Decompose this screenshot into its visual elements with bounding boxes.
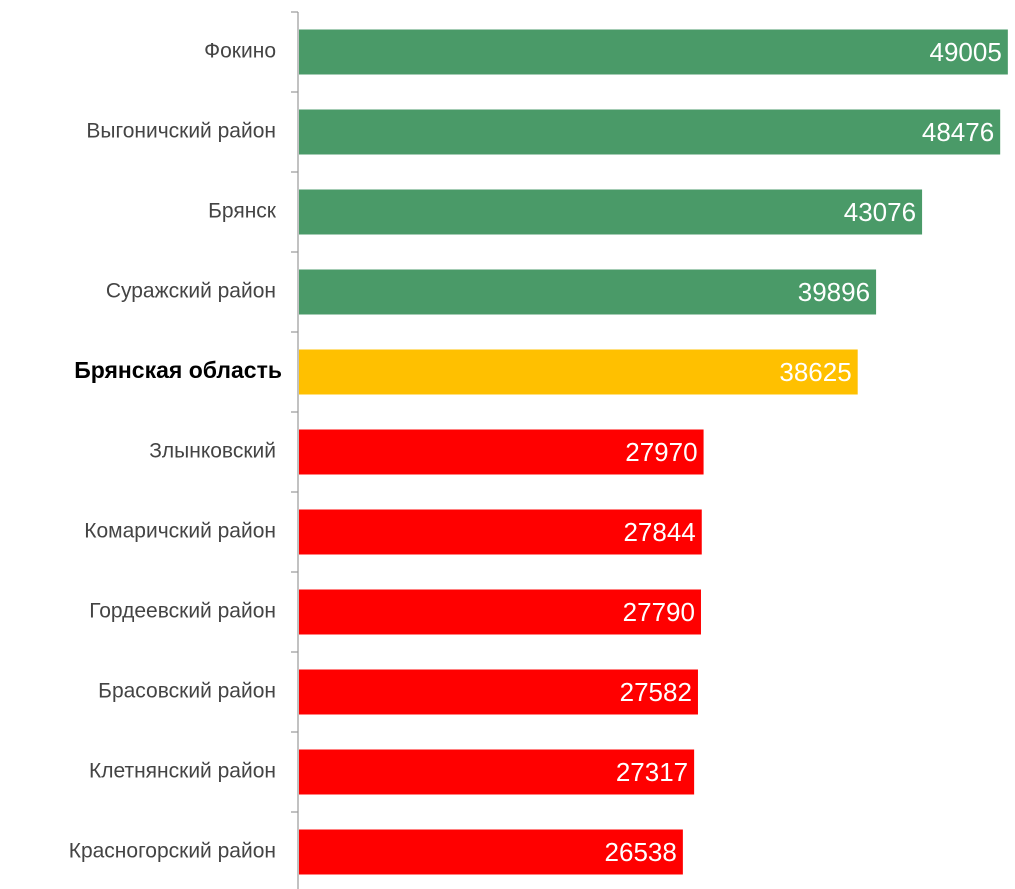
value-label: 43076 <box>844 197 916 227</box>
y-tick-label: Выгоничский район <box>86 120 276 143</box>
y-tick-label: Брянск <box>208 200 277 223</box>
value-label: 27317 <box>616 757 688 787</box>
value-label: 48476 <box>922 117 994 147</box>
y-tick-label: Брянская область <box>74 357 282 383</box>
value-label: 26538 <box>605 837 677 867</box>
y-tick-label: Комаричский район <box>84 520 276 543</box>
bar <box>299 669 698 715</box>
bar <box>299 749 695 795</box>
value-label: 27844 <box>623 517 695 547</box>
bar <box>299 829 683 875</box>
y-tick-label: Фокино <box>204 40 276 63</box>
y-tick-label: Клетнянский район <box>89 760 276 783</box>
y-tick-label: Суражский район <box>106 280 276 303</box>
bar <box>299 29 1008 75</box>
bar <box>299 109 1001 155</box>
value-label: 27582 <box>620 677 692 707</box>
y-tick-label: Гордеевский район <box>89 600 276 623</box>
bar <box>299 349 858 395</box>
value-label: 49005 <box>930 37 1002 67</box>
value-label: 27790 <box>623 597 695 627</box>
bar <box>299 509 702 555</box>
bar <box>299 589 701 635</box>
y-tick-label: Злынковский <box>149 440 276 463</box>
bar <box>299 429 704 475</box>
bar <box>299 189 923 235</box>
value-label: 38625 <box>779 357 851 387</box>
bar <box>299 269 877 315</box>
y-tick-label: Брасовский район <box>98 680 276 703</box>
y-tick-label: Красногорский район <box>69 840 276 863</box>
value-label: 27970 <box>625 437 697 467</box>
value-label: 39896 <box>798 277 870 307</box>
